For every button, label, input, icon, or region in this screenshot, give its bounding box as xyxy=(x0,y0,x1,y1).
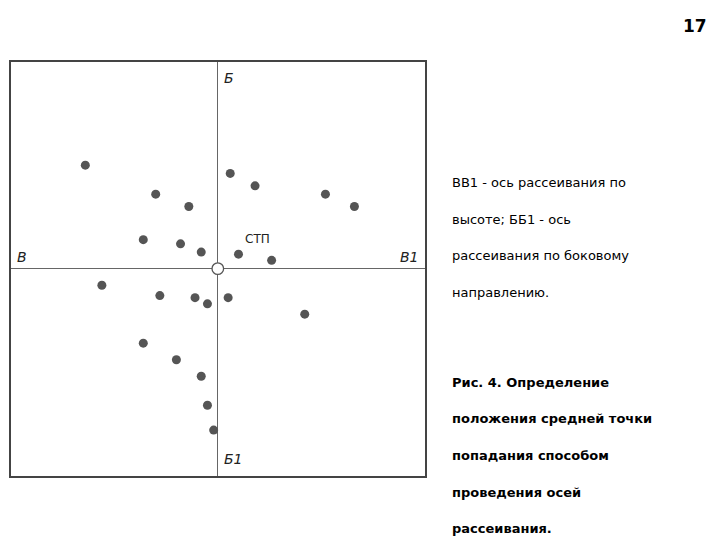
svg-text:17: 17 xyxy=(683,16,707,36)
svg-text:ВВ1 - ось рассеивания по: ВВ1 - ось рассеивания по xyxy=(452,175,626,190)
svg-text:В: В xyxy=(17,249,27,265)
svg-text:положения средней точки: положения средней точки xyxy=(452,411,652,426)
svg-text:попадания способом: попадания способом xyxy=(452,448,609,463)
svg-text:СТП: СТП xyxy=(245,232,270,246)
svg-text:Рис. 4. Определение: Рис. 4. Определение xyxy=(452,375,609,390)
svg-text:проведения осей: проведения осей xyxy=(452,485,581,500)
svg-text:рассеивания по боковому: рассеивания по боковому xyxy=(452,248,629,263)
svg-text:Б: Б xyxy=(224,70,234,86)
svg-text:направлению.: направлению. xyxy=(452,285,549,300)
svg-text:В1: В1 xyxy=(400,249,419,265)
svg-text:рассеивания.: рассеивания. xyxy=(452,521,552,536)
svg-text:Б1: Б1 xyxy=(224,451,243,467)
svg-text:высоте; ББ1 - ось: высоте; ББ1 - ось xyxy=(452,212,571,227)
